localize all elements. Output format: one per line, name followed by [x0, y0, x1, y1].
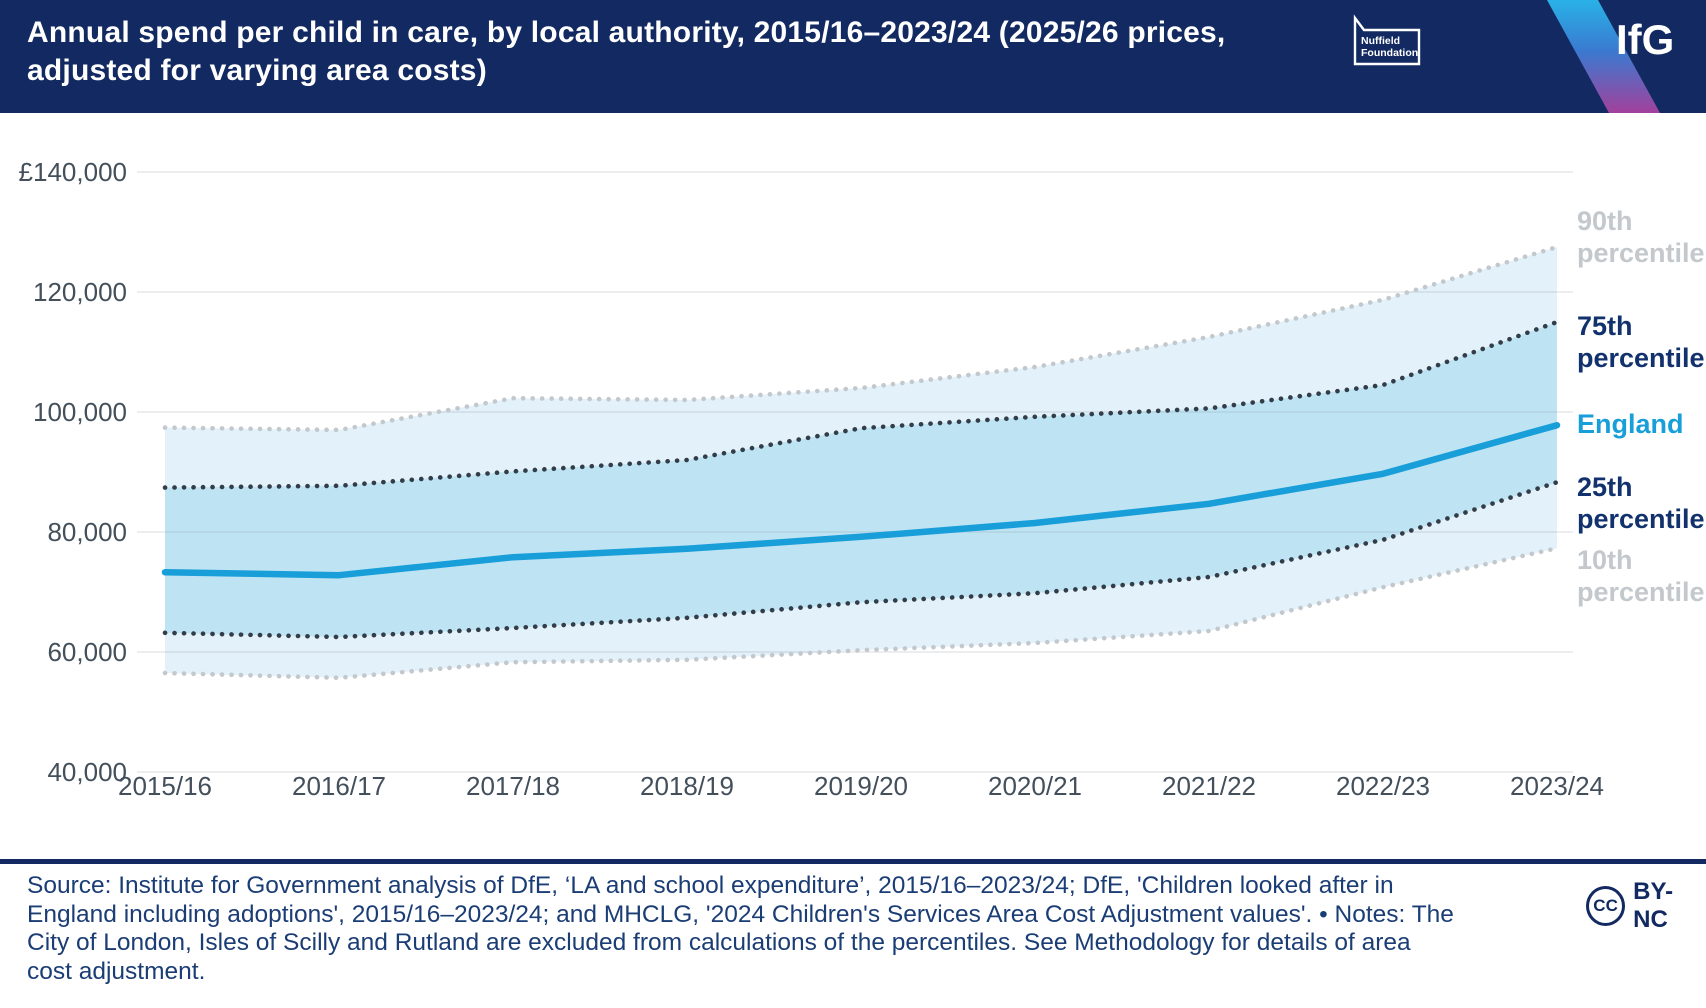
label-line: 90th [1577, 206, 1633, 236]
label-line: 25th [1577, 472, 1633, 502]
x-tick-label: 2015/16 [118, 771, 212, 801]
label-line: percentile [1577, 238, 1705, 268]
label-line: 10th [1577, 545, 1633, 575]
series-layer [161, 244, 1561, 681]
label-line: 75th [1577, 311, 1633, 341]
y-tick-label: 120,000 [33, 277, 127, 307]
x-tick-label: 2017/18 [466, 771, 560, 801]
band-layer [165, 247, 1557, 678]
x-tick-label: 2020/21 [988, 771, 1082, 801]
label-line: percentile [1577, 504, 1705, 534]
label-line: percentile [1577, 343, 1705, 373]
label-line: England [1577, 409, 1684, 439]
x-tick-label: 2022/23 [1336, 771, 1430, 801]
license-badge: CC BY-NC [1586, 878, 1706, 934]
x-tick-label: 2021/22 [1162, 771, 1256, 801]
line-90th-percentile [162, 244, 1560, 433]
x-tick-label: 2019/20 [814, 771, 908, 801]
y-tick-label: 40,000 [47, 757, 127, 787]
gridlines [137, 171, 1573, 773]
source-note: Source: Institute for Government analysi… [27, 872, 1454, 985]
label-75th-percentile: 75th percentile [1577, 310, 1705, 374]
line-england [161, 421, 1561, 579]
y-tick-label: 100,000 [33, 397, 127, 427]
header-bar: Annual spend per child in care, by local… [0, 0, 1706, 113]
cc-icon: CC [1586, 886, 1626, 926]
x-tick-label: 2023/24 [1510, 771, 1604, 801]
label-90th-percentile: 90th percentile [1577, 205, 1705, 269]
y-tick-label: 60,000 [47, 637, 127, 667]
svg-text:Foundation: Foundation [1361, 47, 1418, 59]
y-tick-label: 80,000 [47, 517, 127, 547]
x-tick-label: 2016/17 [292, 771, 386, 801]
chart-title: Annual spend per child in care, by local… [27, 16, 1226, 87]
license-label: BY-NC [1633, 878, 1674, 933]
label-england: England [1577, 408, 1705, 440]
y-tick-label: £140,000 [18, 157, 127, 187]
label-25th-percentile: 25th percentile [1577, 471, 1705, 535]
ifg-logo: IfG [1616, 16, 1675, 63]
svg-text:Nuffield: Nuffield [1361, 35, 1400, 47]
footer-divider [0, 859, 1706, 864]
x-tick-label: 2018/19 [640, 771, 734, 801]
label-line: percentile [1577, 577, 1705, 607]
nuffield-foundation-logo: Nuffield Foundation [1353, 14, 1421, 66]
label-10th-percentile: 10th percentile [1577, 544, 1705, 608]
